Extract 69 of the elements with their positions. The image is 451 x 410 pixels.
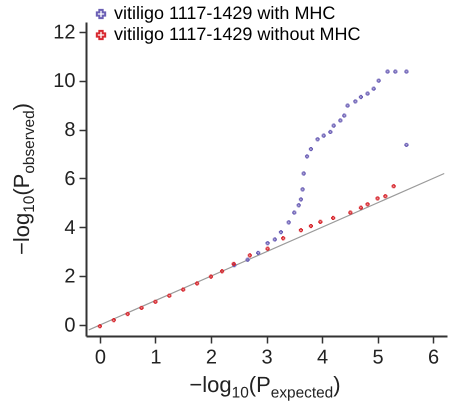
point — [358, 94, 363, 100]
y-tick-label: 10 — [53, 70, 76, 92]
point — [348, 210, 352, 215]
point — [278, 230, 284, 234]
point — [298, 197, 304, 202]
point — [194, 281, 200, 286]
y-tick-label: 8 — [64, 119, 76, 142]
point — [126, 312, 130, 316]
point — [318, 220, 322, 224]
point — [316, 137, 320, 142]
point — [167, 294, 172, 298]
x-tick-label: 0 — [94, 346, 106, 368]
point — [296, 203, 301, 208]
y-tick-label: 2 — [64, 266, 76, 288]
point — [302, 171, 306, 176]
y-tick-label: 12 — [53, 21, 76, 44]
point — [366, 202, 370, 206]
point — [153, 300, 158, 304]
x-tick-label: 2 — [206, 346, 218, 368]
x-tick-label: 1 — [150, 346, 162, 368]
point — [208, 274, 214, 279]
point — [375, 196, 380, 201]
point — [256, 250, 260, 255]
point — [342, 114, 346, 118]
point — [281, 236, 286, 240]
point — [300, 187, 305, 192]
point — [372, 86, 376, 91]
point — [112, 318, 116, 322]
point — [404, 70, 409, 74]
x-axis-title: −log$_{10}$(P$_{expected}$) — [189, 372, 341, 402]
point — [266, 241, 270, 246]
point — [308, 146, 314, 152]
point — [308, 224, 314, 228]
point — [286, 220, 291, 224]
point — [139, 306, 144, 310]
point — [346, 103, 350, 108]
y-tick-label: 0 — [64, 314, 76, 337]
point — [353, 99, 358, 104]
point — [328, 130, 332, 134]
point — [220, 269, 224, 274]
point — [322, 134, 326, 138]
x-tick-label: 3 — [261, 346, 273, 368]
point — [298, 228, 304, 232]
point — [383, 194, 388, 198]
x-tick-label: 6 — [428, 346, 440, 368]
y-tick-label: 6 — [64, 168, 76, 190]
point — [385, 70, 390, 74]
point — [266, 246, 270, 251]
point — [376, 78, 381, 83]
point — [392, 184, 396, 188]
y-tick-label: 4 — [64, 216, 76, 239]
point — [338, 118, 342, 123]
point — [248, 253, 252, 258]
point — [246, 258, 250, 262]
point — [331, 216, 336, 220]
legend-label: vitiligo 1117-1429 without MHC — [114, 24, 360, 44]
x-tick-label: 5 — [372, 346, 384, 368]
point — [404, 142, 409, 147]
point — [292, 210, 296, 215]
point — [358, 206, 363, 210]
point — [366, 92, 370, 96]
point — [332, 124, 336, 128]
point — [393, 70, 398, 74]
x-tick-label: 4 — [316, 346, 328, 368]
point — [272, 237, 277, 242]
legend-label: vitiligo 1117-1429 with MHC — [114, 3, 336, 23]
point — [181, 287, 186, 292]
point — [98, 324, 102, 328]
point — [304, 154, 310, 158]
